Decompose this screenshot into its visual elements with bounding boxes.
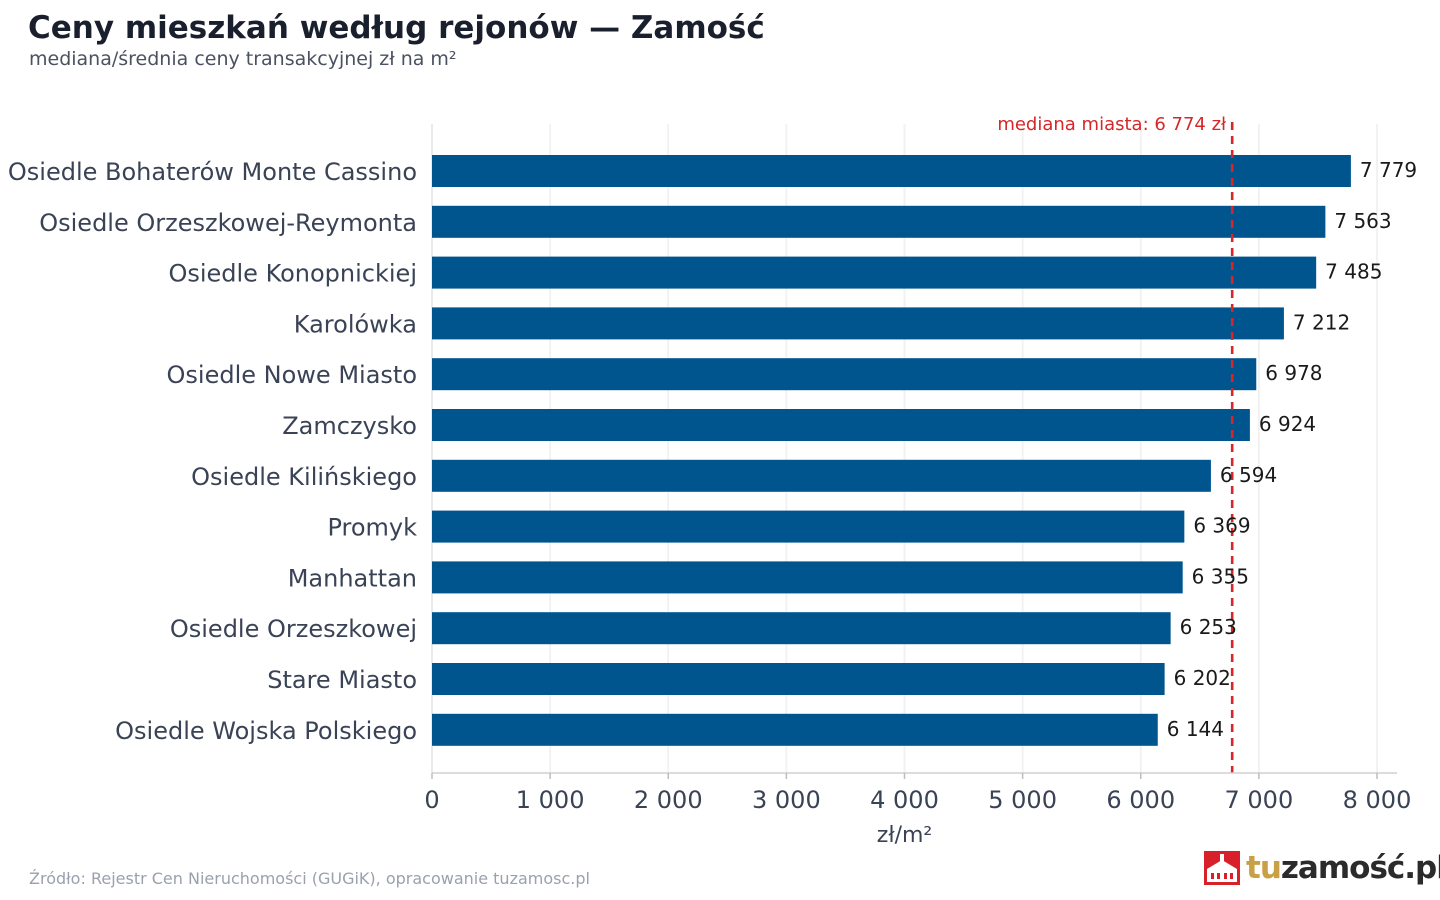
category-label: Karolówka [294,310,417,338]
value-label: 6 355 [1192,564,1249,588]
category-label: Manhattan [288,564,417,592]
category-labels: Osiedle Bohaterów Monte Cassino Osiedle O… [8,158,417,745]
x-tick-label: 7 000 [1225,786,1294,814]
category-label: Zamczysko [282,412,417,440]
category-label: Osiedle Orzeszkowej [170,615,417,643]
category-label: Osiedle Kilińskiego [191,463,417,491]
x-axis-title: zł/m² [877,823,932,848]
bar [432,155,1351,187]
value-labels: 7 779 7 563 7 485 7 212 6 978 6 924 6 594 6 369… [1167,158,1417,741]
category-label: Osiedle Wojska Polskiego [115,717,417,745]
category-label: Promyk [327,514,417,542]
x-tick-label: 6 000 [1106,786,1175,814]
x-tick-label: 1 000 [516,786,585,814]
x-tick-label: 3 000 [752,786,821,814]
value-label: 7 485 [1325,260,1382,284]
median-label: mediana miasta: 6 774 zł [997,114,1227,135]
x-tick-label: 4 000 [870,786,939,814]
value-label: 6 924 [1259,412,1316,436]
brand-wordmark: tuzamość.pl [1246,850,1440,886]
x-tick-label: 0 [424,786,439,814]
value-label: 6 978 [1265,361,1322,385]
median-reference: mediana miasta: 6 774 zł [997,114,1234,773]
bar [432,205,1326,238]
bar [432,561,1183,594]
category-label: Osiedle Orzeszkowej-Reymonta [39,209,417,237]
value-label: 6 202 [1174,666,1231,690]
category-label: Stare Miasto [267,666,417,694]
bar [432,510,1185,543]
value-label: 6 144 [1167,717,1224,741]
category-label: Osiedle Bohaterów Monte Cassino [8,158,417,186]
x-axis: 0 1 000 2 000 3 000 4 000 5 000 6 000 7 000 8 00… [424,772,1412,848]
chart-title: Ceny mieszkań według rejonów — Zamość [28,10,765,46]
brand-logo: tuzamość.pl [1204,850,1440,886]
x-tick-label: 2 000 [634,786,703,814]
bar [432,307,1284,340]
bars [432,155,1351,746]
bar [432,358,1257,391]
source-note: Źródło: Rejestr Cen Nieruchomości (GUGiK… [29,869,590,888]
bar [432,663,1165,695]
value-label: 6 253 [1180,615,1237,639]
category-label: Osiedle Nowe Miasto [167,361,417,389]
bar [432,612,1171,645]
x-tick-label: 8 000 [1343,786,1412,814]
category-label: Osiedle Konopnickiej [168,260,417,288]
value-label: 7 563 [1334,209,1391,233]
value-label: 6 369 [1193,514,1250,538]
bar [432,409,1250,441]
bar [432,459,1211,492]
value-label: 7 212 [1293,310,1350,334]
x-tick-label: 5 000 [988,786,1057,814]
chart-subtitle: mediana/średnia ceny transakcyjnej zł na… [29,48,457,70]
town-hall-icon [1204,851,1240,885]
value-label: 7 779 [1360,158,1417,182]
value-label: 6 594 [1220,463,1277,487]
bar [432,256,1317,289]
bar [432,713,1158,746]
